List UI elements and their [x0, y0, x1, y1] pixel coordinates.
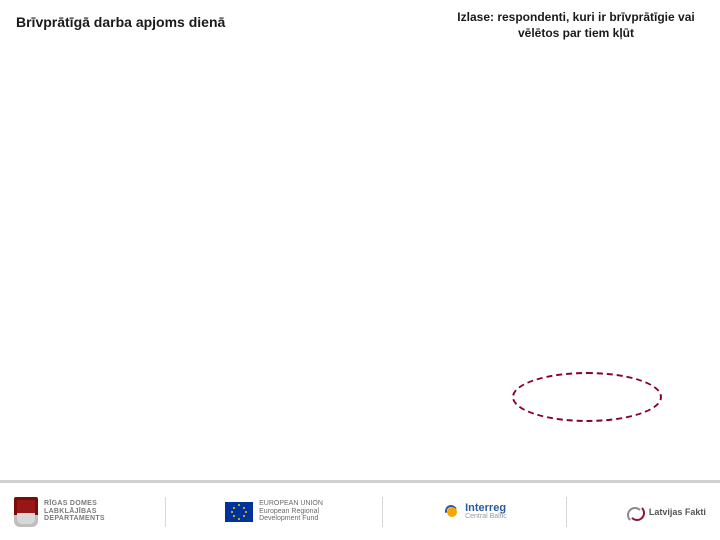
riga-logo-text: RĪGAS DOMES LABKLĀJĪBAS DEPARTAMENTS — [44, 500, 105, 522]
interreg-title: Interreg — [465, 503, 507, 513]
interreg-sun-icon — [443, 503, 461, 521]
eu-star-ring — [232, 505, 246, 519]
lf-swirl-icon — [627, 505, 645, 519]
footer-separator — [382, 497, 383, 527]
sample-subtitle: Izlase: respondenti, kuri ir brīvprātīgi… — [446, 10, 706, 41]
interreg-subtitle: Central Baltic — [465, 513, 507, 520]
interreg-icon-block: Interreg Central Baltic — [443, 503, 507, 521]
riga-crest-icon — [14, 497, 38, 527]
eu-flag-icon — [225, 502, 253, 522]
lf-text: Latvijas Fakti — [649, 507, 706, 517]
logo-interreg: Interreg Central Baltic — [443, 503, 507, 521]
highlight-ellipse — [512, 372, 662, 422]
logo-riga: RĪGAS DOMES LABKLĀJĪBAS DEPARTAMENTS — [14, 497, 105, 527]
page-title: Brīvprātīgā darba apjoms dienā — [16, 14, 225, 30]
logo-eu: EUROPEAN UNION European Regional Develop… — [225, 500, 323, 523]
footer-separator — [165, 497, 166, 527]
eu-logo-text: EUROPEAN UNION European Regional Develop… — [259, 500, 323, 523]
footer-separator — [566, 497, 567, 527]
logo-latvijas-fakti: Latvijas Fakti — [627, 505, 706, 519]
slide: Brīvprātīgā darba apjoms dienā Izlase: r… — [0, 0, 720, 540]
footer: RĪGAS DOMES LABKLĀJĪBAS DEPARTAMENTS EUR… — [0, 482, 720, 540]
interreg-text-block: Interreg Central Baltic — [465, 503, 507, 520]
